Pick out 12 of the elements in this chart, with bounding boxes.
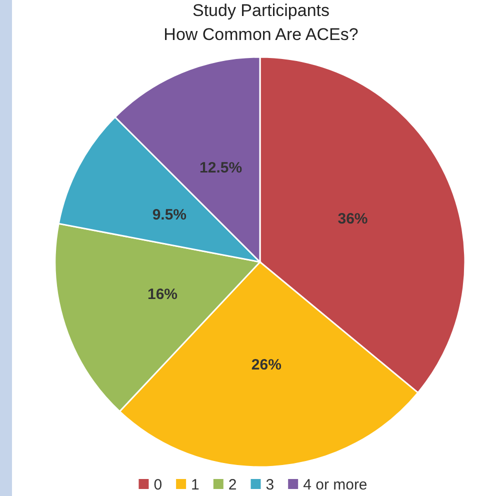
- data-label: 12.5%: [200, 160, 242, 177]
- chart-title: Study Participants: [192, 1, 330, 20]
- legend-label: 1: [191, 476, 200, 494]
- data-label: 26%: [251, 356, 282, 374]
- legend-label: 0: [154, 476, 162, 494]
- data-label: 16%: [148, 286, 178, 303]
- data-label: 9.5%: [152, 206, 187, 224]
- legend-label: 3: [266, 476, 274, 494]
- chart-subtitle: How Common Are ACEs?: [164, 25, 358, 44]
- legend-label: 2: [228, 476, 237, 494]
- data-label: 36%: [338, 210, 368, 228]
- legend-label: 4 or more: [303, 476, 368, 494]
